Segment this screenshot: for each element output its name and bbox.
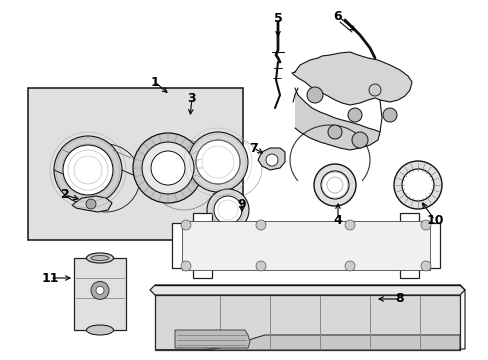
Ellipse shape — [393, 161, 441, 209]
Ellipse shape — [187, 132, 247, 192]
Circle shape — [345, 261, 354, 271]
Text: 6: 6 — [333, 9, 342, 22]
Circle shape — [86, 199, 96, 209]
Ellipse shape — [214, 196, 242, 224]
Circle shape — [181, 220, 191, 230]
Ellipse shape — [86, 325, 113, 335]
Bar — [28, 88, 243, 240]
Polygon shape — [175, 330, 249, 348]
Ellipse shape — [320, 171, 348, 199]
Text: 4: 4 — [333, 213, 342, 226]
Circle shape — [382, 108, 396, 122]
Circle shape — [351, 132, 367, 148]
Polygon shape — [291, 52, 411, 105]
Ellipse shape — [151, 151, 184, 185]
Bar — [74, 258, 126, 330]
Text: 11: 11 — [41, 271, 59, 284]
Polygon shape — [258, 148, 285, 170]
Circle shape — [327, 125, 341, 139]
Ellipse shape — [313, 164, 355, 206]
Polygon shape — [150, 285, 464, 295]
Text: 5: 5 — [273, 12, 282, 24]
Text: 7: 7 — [249, 141, 258, 154]
Circle shape — [265, 154, 278, 166]
Polygon shape — [294, 88, 379, 150]
Polygon shape — [172, 213, 439, 278]
Text: 9: 9 — [237, 198, 246, 211]
Text: 3: 3 — [187, 91, 196, 104]
Bar — [182, 221, 429, 270]
Text: 10: 10 — [426, 213, 443, 226]
Circle shape — [306, 87, 323, 103]
Ellipse shape — [63, 145, 113, 195]
Polygon shape — [72, 196, 112, 212]
Ellipse shape — [133, 133, 203, 203]
Circle shape — [368, 84, 380, 96]
Polygon shape — [155, 335, 459, 350]
Circle shape — [345, 220, 354, 230]
Ellipse shape — [401, 169, 433, 201]
Circle shape — [256, 261, 265, 271]
Polygon shape — [155, 295, 459, 350]
Circle shape — [256, 220, 265, 230]
Circle shape — [96, 287, 104, 294]
Ellipse shape — [142, 142, 194, 194]
Circle shape — [181, 261, 191, 271]
Ellipse shape — [54, 136, 122, 204]
Circle shape — [347, 108, 361, 122]
Circle shape — [420, 220, 430, 230]
Ellipse shape — [196, 140, 240, 184]
Ellipse shape — [91, 256, 109, 261]
Text: 8: 8 — [395, 292, 404, 306]
Circle shape — [91, 282, 109, 300]
Ellipse shape — [86, 253, 113, 263]
Text: 1: 1 — [150, 76, 159, 89]
Circle shape — [420, 261, 430, 271]
Text: 2: 2 — [61, 189, 69, 202]
Ellipse shape — [206, 189, 248, 231]
